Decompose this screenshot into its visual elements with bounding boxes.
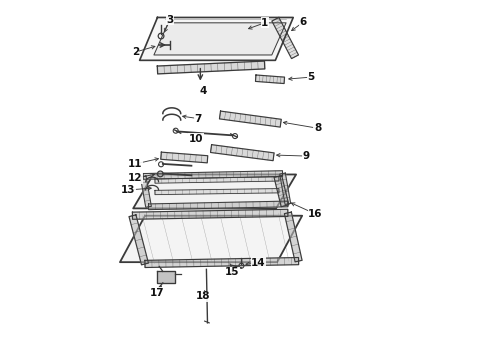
Polygon shape (148, 201, 288, 210)
Polygon shape (284, 212, 302, 262)
Text: 5: 5 (307, 72, 315, 82)
Polygon shape (133, 175, 296, 208)
Text: 6: 6 (299, 17, 307, 27)
Polygon shape (132, 209, 288, 219)
Polygon shape (140, 18, 293, 60)
Text: 1: 1 (261, 18, 268, 28)
Polygon shape (157, 61, 265, 74)
Text: 10: 10 (189, 134, 203, 144)
Text: 14: 14 (251, 258, 266, 268)
Polygon shape (211, 145, 274, 161)
Text: 17: 17 (149, 288, 164, 297)
Text: 13: 13 (121, 185, 135, 195)
Text: 9: 9 (303, 151, 310, 161)
Polygon shape (161, 152, 208, 163)
Polygon shape (155, 189, 279, 195)
Polygon shape (220, 111, 281, 127)
Text: 16: 16 (308, 209, 322, 219)
Text: 7: 7 (194, 113, 201, 123)
Polygon shape (272, 17, 298, 59)
Polygon shape (155, 177, 279, 183)
Polygon shape (140, 176, 151, 207)
Polygon shape (120, 216, 302, 262)
Text: 12: 12 (128, 173, 143, 183)
Text: 15: 15 (224, 267, 239, 277)
Polygon shape (274, 175, 289, 207)
Polygon shape (154, 23, 286, 55)
Text: 11: 11 (128, 159, 143, 169)
Text: 8: 8 (314, 123, 321, 133)
Polygon shape (143, 171, 283, 179)
Text: 18: 18 (196, 291, 211, 301)
Polygon shape (157, 271, 174, 283)
Polygon shape (280, 173, 291, 204)
Polygon shape (129, 215, 148, 265)
Polygon shape (255, 75, 285, 84)
Text: 4: 4 (199, 86, 207, 96)
Text: 2: 2 (132, 47, 139, 57)
Text: 3: 3 (167, 15, 173, 25)
Polygon shape (145, 257, 298, 267)
